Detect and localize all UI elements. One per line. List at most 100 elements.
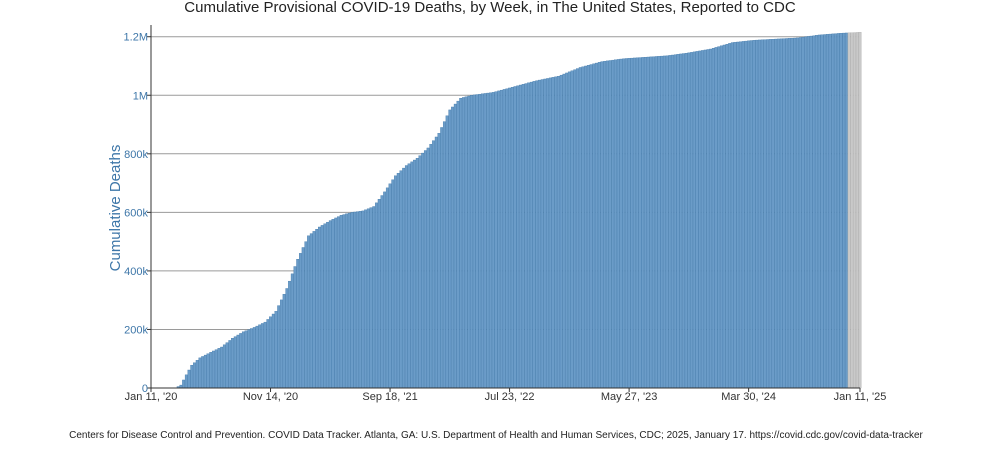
bar[interactable] (307, 235, 310, 389)
bar[interactable] (809, 35, 813, 389)
bar[interactable] (279, 299, 283, 389)
bar[interactable] (660, 55, 664, 389)
bar[interactable] (214, 349, 218, 389)
bar[interactable] (475, 94, 479, 389)
bar[interactable] (217, 348, 221, 389)
bar[interactable] (535, 80, 539, 389)
bar[interactable] (266, 319, 270, 389)
bar[interactable] (220, 346, 224, 389)
bar[interactable] (271, 313, 275, 389)
bar[interactable] (464, 96, 468, 389)
bar[interactable] (834, 33, 837, 389)
bar[interactable] (793, 37, 797, 389)
bar[interactable] (720, 45, 723, 389)
bar[interactable] (557, 76, 560, 389)
bar[interactable] (749, 40, 753, 389)
bar[interactable] (771, 39, 775, 389)
bar[interactable] (806, 36, 810, 389)
bar[interactable] (497, 90, 501, 389)
bar[interactable] (641, 57, 645, 389)
bar[interactable] (274, 311, 278, 389)
bar[interactable] (426, 147, 430, 389)
bar[interactable] (239, 333, 243, 389)
bar[interactable] (247, 329, 251, 389)
bar[interactable] (331, 219, 335, 389)
bar[interactable] (494, 91, 498, 389)
bar[interactable] (616, 59, 620, 389)
bar[interactable] (565, 72, 569, 389)
bar[interactable] (269, 316, 272, 389)
bar[interactable] (212, 350, 215, 389)
bar[interactable] (328, 220, 332, 389)
bar[interactable] (282, 294, 286, 389)
bar[interactable] (668, 55, 672, 389)
bar[interactable] (231, 338, 234, 389)
bar[interactable] (755, 39, 759, 389)
bar[interactable] (847, 32, 851, 389)
bar[interactable] (209, 352, 213, 389)
bar[interactable] (728, 43, 732, 389)
bar[interactable] (491, 92, 495, 389)
bar[interactable] (195, 360, 199, 389)
bar[interactable] (263, 321, 267, 389)
bar[interactable] (203, 354, 207, 389)
bar[interactable] (785, 38, 789, 389)
bar[interactable] (364, 209, 367, 389)
bar[interactable] (687, 52, 691, 389)
bar[interactable] (682, 53, 685, 389)
bar[interactable] (293, 266, 297, 389)
bar[interactable] (831, 33, 835, 389)
bar[interactable] (714, 47, 718, 389)
bar[interactable] (706, 49, 710, 389)
bar[interactable] (858, 32, 862, 389)
bar[interactable] (589, 64, 593, 389)
bar[interactable] (410, 161, 414, 389)
bar[interactable] (782, 38, 786, 389)
bar[interactable] (315, 229, 319, 389)
bar[interactable] (415, 158, 419, 389)
bar[interactable] (277, 305, 281, 389)
bar[interactable] (760, 39, 764, 389)
bar[interactable] (826, 34, 829, 389)
bar[interactable] (451, 106, 454, 389)
bar[interactable] (467, 95, 471, 389)
bar[interactable] (442, 121, 446, 389)
bar[interactable] (391, 179, 395, 389)
bar[interactable] (481, 93, 484, 389)
bar[interactable] (578, 67, 582, 389)
bar[interactable] (326, 221, 329, 389)
bar[interactable] (592, 63, 596, 389)
bar[interactable] (402, 167, 406, 389)
bar[interactable] (695, 51, 699, 389)
bar[interactable] (489, 92, 492, 389)
bar[interactable] (597, 62, 601, 389)
bar[interactable] (304, 241, 308, 389)
bar[interactable] (418, 155, 422, 389)
bar[interactable] (339, 215, 343, 389)
bar[interactable] (548, 77, 552, 389)
bar[interactable] (309, 233, 313, 389)
bar[interactable] (399, 170, 403, 389)
bar[interactable] (701, 50, 704, 389)
bar[interactable] (206, 353, 210, 389)
bar[interactable] (388, 183, 392, 389)
bar[interactable] (676, 54, 680, 389)
bar[interactable] (244, 330, 248, 389)
bar[interactable] (434, 136, 438, 389)
bar[interactable] (500, 89, 503, 389)
bar[interactable] (301, 247, 305, 389)
bar[interactable] (513, 86, 517, 389)
bar[interactable] (529, 81, 533, 389)
bar[interactable] (299, 253, 302, 389)
bar[interactable] (182, 379, 185, 389)
bar[interactable] (611, 59, 615, 389)
bar[interactable] (622, 58, 626, 389)
bar[interactable] (508, 87, 511, 389)
bar[interactable] (353, 211, 357, 389)
bar[interactable] (377, 199, 381, 389)
bar[interactable] (440, 127, 444, 389)
bar[interactable] (521, 84, 525, 389)
bar[interactable] (692, 51, 696, 389)
bar[interactable] (228, 340, 232, 389)
bar[interactable] (798, 37, 802, 389)
